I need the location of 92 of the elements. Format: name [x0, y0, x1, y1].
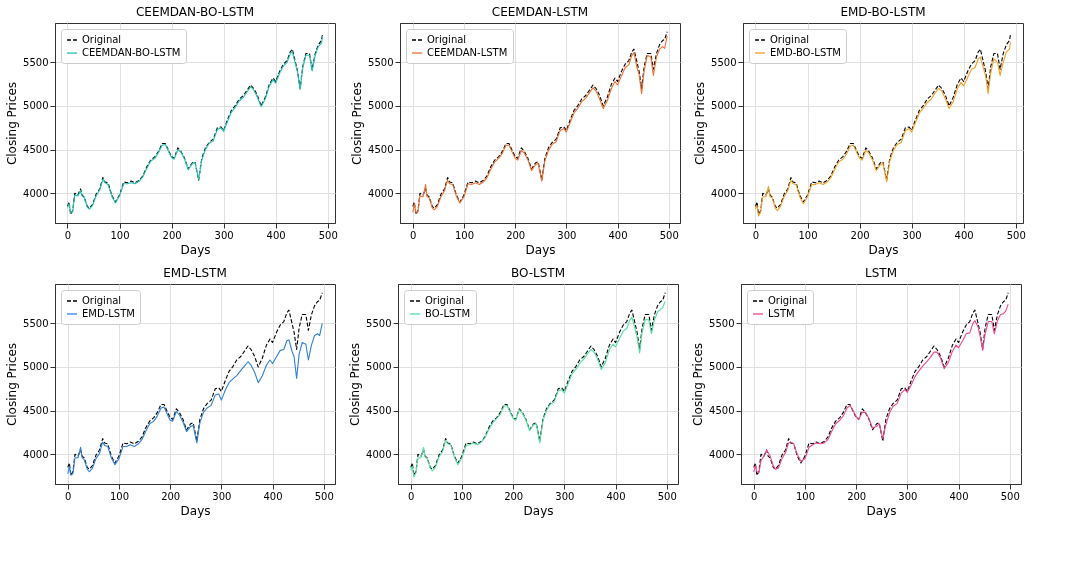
legend-label: LSTM — [768, 308, 795, 319]
legend-label: Original — [82, 295, 122, 306]
y-tick-label: 4500 — [709, 405, 735, 417]
y-axis-title: Closing Prices — [348, 342, 363, 427]
x-tick-label: 100 — [109, 490, 130, 502]
legend-label: Original — [770, 34, 810, 45]
legend-label: Original — [425, 295, 465, 306]
x-tick-label: 400 — [954, 229, 974, 241]
x-tick-label: 200 — [506, 229, 526, 241]
y-axis-title: Closing Prices — [691, 342, 706, 427]
x-tick-label: 300 — [555, 490, 575, 502]
y-tick-label: 5500 — [368, 56, 394, 68]
x-tick-label: 100 — [110, 229, 130, 241]
x-tick-label: 100 — [795, 490, 816, 502]
y-tick-label: 4500 — [711, 144, 737, 156]
x-tick-label: 0 — [408, 490, 415, 502]
y-tick-label: 5500 — [709, 317, 735, 329]
x-tick-label: 200 — [847, 490, 867, 502]
y-tick-label: 5500 — [366, 317, 392, 329]
legend-label: EMD-BO-LSTM — [770, 47, 841, 58]
legend-label: BO-LSTM — [425, 308, 471, 319]
x-tick-label: 100 — [798, 229, 818, 241]
x-tick-label: 0 — [410, 229, 417, 241]
chart-title: EMD-LSTM — [163, 266, 227, 280]
y-tick-label: 5500 — [23, 317, 49, 329]
chart-title: LSTM — [865, 266, 897, 280]
x-tick-label: 0 — [751, 490, 758, 502]
y-axis-title: Closing Prices — [693, 81, 708, 166]
line-series — [67, 322, 323, 476]
y-tick-label: 4000 — [709, 448, 735, 460]
y-axis-title: Closing Prices — [5, 81, 20, 166]
legend-label: CEEMDAN-BO-LSTM — [82, 47, 181, 58]
x-tick-label: 400 — [606, 490, 626, 502]
x-tick-label: 200 — [504, 490, 524, 502]
legend-label: Original — [768, 295, 808, 306]
line-series — [67, 292, 323, 476]
y-tick-label: 5000 — [366, 361, 392, 373]
y-tick-label: 4500 — [366, 405, 392, 417]
x-tick-label: 100 — [452, 490, 473, 502]
legend-label: Original — [427, 34, 467, 45]
y-tick-label: 5500 — [23, 56, 49, 68]
x-tick-label: 500 — [1006, 229, 1026, 241]
chart-title: BO-LSTM — [510, 266, 566, 280]
x-tick-label: 0 — [64, 229, 72, 241]
y-tick-label: 5000 — [368, 100, 394, 112]
y-tick-label: 4000 — [23, 448, 49, 460]
x-axis-title: Days — [180, 503, 211, 518]
x-tick-label: 500 — [318, 229, 338, 241]
x-tick-label: 400 — [949, 490, 969, 502]
x-axis-title: Days — [868, 242, 899, 257]
y-tick-label: 4500 — [368, 144, 394, 156]
x-tick-label: 300 — [212, 490, 232, 502]
x-axis-title: Days — [866, 503, 897, 518]
y-tick-label: 5000 — [23, 361, 49, 373]
x-tick-label: 300 — [557, 229, 577, 241]
x-tick-label: 500 — [1000, 490, 1020, 502]
chart-title: CEEMDAN-BO-LSTM — [135, 5, 255, 19]
x-tick-label: 400 — [266, 229, 286, 241]
y-tick-label: 4000 — [711, 187, 737, 199]
y-tick-label: 4500 — [23, 405, 49, 417]
x-tick-label: 0 — [752, 229, 760, 241]
y-tick-label: 4000 — [366, 448, 392, 460]
y-tick-label: 4000 — [23, 187, 49, 199]
y-tick-label: 4000 — [368, 187, 394, 199]
x-tick-label: 300 — [902, 229, 922, 241]
chart-title: CEEMDAN-LSTM — [491, 5, 589, 19]
legend-label: Original — [82, 34, 122, 45]
x-tick-label: 300 — [214, 229, 234, 241]
chart-title: EMD-BO-LSTM — [840, 5, 926, 19]
y-tick-label: 5500 — [711, 56, 737, 68]
y-tick-label: 4500 — [23, 144, 49, 156]
x-tick-label: 100 — [454, 229, 475, 241]
y-axis-title: Closing Prices — [350, 81, 365, 166]
x-tick-label: 200 — [162, 229, 182, 241]
x-tick-label: 500 — [657, 490, 677, 502]
x-tick-label: 400 — [608, 229, 628, 241]
y-tick-label: 5000 — [709, 361, 735, 373]
x-tick-label: 200 — [161, 490, 181, 502]
y-axis-title: Closing Prices — [5, 342, 20, 427]
y-tick-label: 5000 — [23, 100, 49, 112]
x-tick-label: 200 — [850, 229, 870, 241]
x-axis-title: Days — [180, 242, 211, 257]
legend-label: EMD-LSTM — [82, 308, 135, 319]
x-axis-title: Days — [525, 242, 556, 257]
x-axis-title: Days — [523, 503, 554, 518]
x-tick-label: 300 — [898, 490, 918, 502]
legend-label: CEEMDAN-LSTM — [427, 47, 508, 58]
x-tick-label: 0 — [65, 490, 72, 502]
x-tick-label: 400 — [263, 490, 283, 502]
x-tick-label: 500 — [314, 490, 334, 502]
y-tick-label: 5000 — [711, 100, 737, 112]
x-tick-label: 500 — [659, 229, 679, 241]
